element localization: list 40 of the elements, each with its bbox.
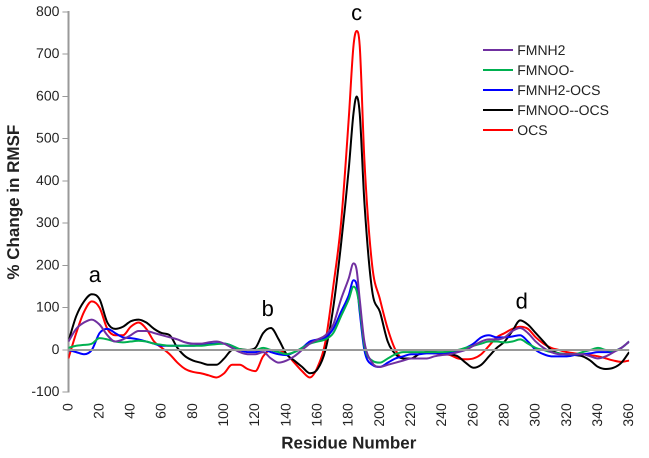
y-tick-label: 800: [36, 2, 60, 19]
x-tick-label: 240: [433, 403, 450, 427]
x-tick-label: 260: [464, 403, 480, 427]
y-tick-label: 200: [36, 256, 60, 272]
y-tick-label: 300: [36, 214, 60, 230]
annotation: b: [262, 296, 274, 321]
x-tick-label: 360: [620, 403, 636, 427]
legend-label: FMNOO--OCS: [517, 101, 609, 120]
x-axis-title: Residue Number: [281, 433, 417, 452]
x-tick-label: 200: [370, 403, 387, 427]
annotation: a: [88, 262, 102, 288]
x-tick-label: 100: [215, 403, 232, 427]
y-tick-label: 700: [36, 45, 60, 62]
y-tick-label: 100: [36, 298, 60, 315]
x-tick-label: 300: [526, 403, 543, 427]
x-tick-label: 160: [308, 403, 325, 427]
x-tick-label: 220: [402, 403, 418, 427]
y-axis-title: % Change in RMSF: [4, 124, 23, 280]
y-tick-label: 400: [36, 172, 60, 188]
x-tick-label: 340: [588, 403, 605, 427]
y-tick-label: 0: [52, 340, 60, 357]
y-tick-label: -100: [31, 383, 60, 400]
legend-label: FMNOO-: [517, 61, 574, 80]
x-tick-label: 180: [340, 403, 356, 427]
x-tick-label: 280: [495, 403, 512, 427]
x-tick-label: 20: [90, 403, 106, 419]
y-tick-label: 500: [36, 130, 60, 146]
x-tick-label: 140: [277, 403, 294, 427]
legend-label: FMNH2: [517, 41, 566, 60]
legend-label: FMNH2-OCS: [517, 81, 600, 100]
annotation: c: [351, 0, 362, 26]
x-tick-label: 80: [184, 403, 200, 419]
annotation: d: [516, 288, 528, 314]
x-tick-label: 320: [558, 403, 574, 427]
x-tick-label: 40: [122, 403, 138, 419]
legend-label: OCS: [517, 121, 548, 140]
y-tick-label: 600: [36, 87, 60, 104]
x-tick-label: 120: [246, 403, 262, 427]
x-tick-label: 60: [152, 403, 169, 419]
x-tick-label: 0: [59, 403, 76, 412]
